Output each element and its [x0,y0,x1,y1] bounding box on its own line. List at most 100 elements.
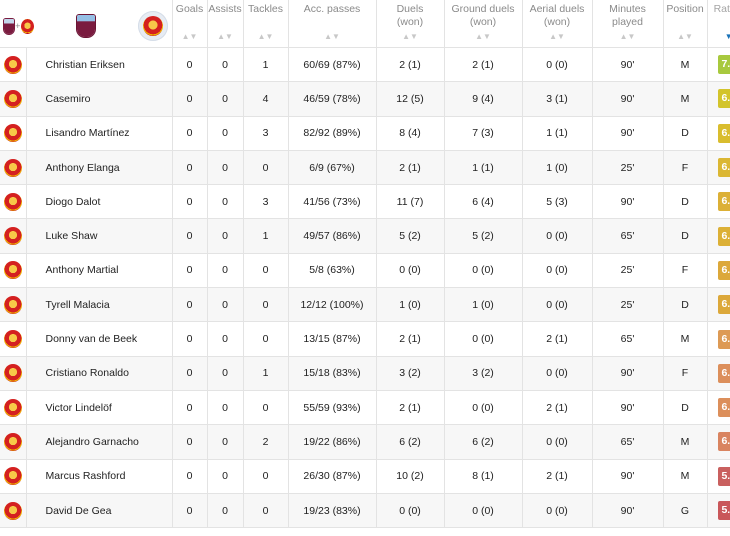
player-rating-cell: 5.8 [707,459,730,494]
player-tackles: 1 [243,356,289,391]
player-duels: 10 (2) [376,459,445,494]
table-row[interactable]: Diogo Dalot 0 0 3 41/56 (73%) 11 (7) 6 (4) 5 (3… [0,184,730,220]
table-row[interactable]: Tyrell Malacia 0 0 0 12/12 (100%) 1 (0) 1 (0) 0… [0,287,730,323]
manchester-united-crest-icon [3,158,22,177]
player-ground-duels: 0 (0) [444,253,523,289]
player-minutes-played: 65' [592,424,664,460]
rating-badge: 6.7 [718,158,730,178]
player-ground-duels: 2 (1) [444,47,523,83]
team-crest-cell [0,116,27,151]
player-name[interactable]: Diogo Dalot [26,184,173,220]
player-name[interactable]: Luke Shaw [26,218,173,254]
table-row[interactable]: Lisandro Martínez 0 0 3 82/92 (89%) 8 (4) 7 (3… [0,116,730,151]
sort-icon: ▲▼ [475,32,491,41]
column-header-acc-passes[interactable]: Acc. passes ▲▼ [288,0,377,48]
table-row[interactable]: Anthony Martial 0 0 0 5/8 (63%) 0 (0) 0 (0) 0 (… [0,253,730,289]
sort-icon: ▲▼ [257,32,274,41]
player-name[interactable]: Donny van de Beek [26,321,173,357]
column-header-assists[interactable]: Assists ▲▼ [207,0,244,48]
player-tackles: 0 [243,390,289,426]
table-row[interactable]: Victor Lindelöf 0 0 0 55/59 (93%) 2 (1) 0 (0) 2… [0,390,730,426]
player-goals: 0 [172,253,208,289]
table-row[interactable]: Anthony Elanga 0 0 0 6/9 (67%) 2 (1) 1 (1) 1 (0… [0,150,730,186]
player-minutes-played: 90' [592,390,664,426]
player-aerial-duels: 5 (3) [522,184,593,220]
manchester-united-crest-icon [3,330,22,349]
team-crest-cell [0,218,27,254]
manchester-united-crest-icon [3,227,22,246]
table-row[interactable]: Alejandro Garnacho 0 0 2 19/22 (86%) 6 (2) 6 (… [0,424,730,460]
table-row[interactable]: Casemiro 0 0 4 46/59 (78%) 12 (5) 9 (4) 3 (1) 90… [0,81,730,117]
sort-icon: ▲▼ [549,32,565,41]
manchester-united-crest-icon [142,16,163,36]
rating-badge: 6.5 [718,260,730,280]
team-crest-cell [0,424,27,460]
player-name[interactable]: Anthony Martial [26,253,173,289]
player-name[interactable]: Anthony Elanga [26,150,173,186]
player-rating-cell: 6.3 [707,390,730,426]
player-position: D [663,116,708,151]
player-tackles: 0 [243,459,289,494]
player-name[interactable]: Cristiano Ronaldo [26,356,173,391]
player-acc-passes: 49/57 (86%) [288,218,377,254]
player-acc-passes: 46/59 (78%) [288,81,377,117]
player-duels: 5 (2) [376,218,445,254]
player-tackles: 0 [243,321,289,357]
player-assists: 0 [207,356,244,391]
player-minutes-played: 90' [592,47,664,83]
player-goals: 0 [172,287,208,323]
player-goals: 0 [172,47,208,83]
player-duels: 12 (5) [376,81,445,117]
player-duels: 2 (1) [376,390,445,426]
player-ground-duels: 0 (0) [444,321,523,357]
player-aerial-duels: 2 (1) [522,321,593,357]
player-acc-passes: 60/69 (87%) [288,47,377,83]
player-tackles: 0 [243,150,289,186]
player-rating-cell: 6.5 [707,253,730,289]
player-name[interactable]: Tyrell Malacia [26,287,173,323]
column-header-position[interactable]: Position ▲▼ [663,0,708,48]
player-goals: 0 [172,493,208,529]
player-name[interactable]: Christian Eriksen [26,47,173,83]
manchester-united-crest-icon [3,261,22,280]
player-goals: 0 [172,116,208,151]
column-header-aerial-duels[interactable]: Aerial duels (won) ▲▼ [522,0,593,48]
table-row[interactable]: Marcus Rashford 0 0 0 26/30 (87%) 10 (2) 8 (1)… [0,459,730,494]
team-filter-manchester-united[interactable] [137,11,168,41]
player-assists: 0 [207,287,244,323]
team-filter-aston-villa[interactable] [71,11,101,41]
table-header-row: + Goals ▲▼ Assists ▲▼ Tackles ▲▼ Acc. passe… [0,0,730,48]
player-name[interactable]: Lisandro Martínez [26,116,173,151]
player-ground-duels: 1 (0) [444,287,523,323]
player-goals: 0 [172,459,208,494]
column-header-minutes-played[interactable]: Minutes played ▲▼ [592,0,664,48]
player-name[interactable]: Marcus Rashford [26,459,173,494]
table-row[interactable]: Christian Eriksen 0 0 1 60/69 (87%) 2 (1) 2 (1… [0,47,730,83]
team-filter-both[interactable]: + [4,11,34,41]
player-goals: 0 [172,390,208,426]
manchester-united-crest-icon [3,364,22,383]
player-position: D [663,218,708,254]
player-assists: 0 [207,493,244,529]
player-name[interactable]: David De Gea [26,493,173,529]
player-acc-passes: 19/22 (86%) [288,424,377,460]
player-minutes-played: 65' [592,321,664,357]
player-name[interactable]: Casemiro [26,81,173,117]
table-row[interactable]: Donny van de Beek 0 0 0 13/15 (87%) 2 (1) 0 (0… [0,321,730,357]
player-assists: 0 [207,390,244,426]
player-assists: 0 [207,321,244,357]
player-aerial-duels: 2 (1) [522,390,593,426]
player-assists: 0 [207,459,244,494]
column-header-duels[interactable]: Duels (won) ▲▼ [376,0,445,48]
column-header-goals[interactable]: Goals ▲▼ [172,0,208,48]
column-header-tackles[interactable]: Tackles ▲▼ [243,0,289,48]
table-row[interactable]: Cristiano Ronaldo 0 0 1 15/18 (83%) 3 (2) 3 (2… [0,356,730,391]
player-duels: 2 (1) [376,47,445,83]
player-name[interactable]: Victor Lindelöf [26,390,173,426]
player-name[interactable]: Alejandro Garnacho [26,424,173,460]
column-header-rating[interactable]: Rating▼ [707,0,730,48]
table-row[interactable]: Luke Shaw 0 0 1 49/57 (86%) 5 (2) 5 (2) 0 (0) 65… [0,218,730,254]
column-header-ground-duels[interactable]: Ground duels (won) ▲▼ [444,0,523,48]
manchester-united-crest-icon [3,295,22,314]
table-row[interactable]: David De Gea 0 0 0 19/23 (83%) 0 (0) 0 (0) 0 (0… [0,493,730,529]
